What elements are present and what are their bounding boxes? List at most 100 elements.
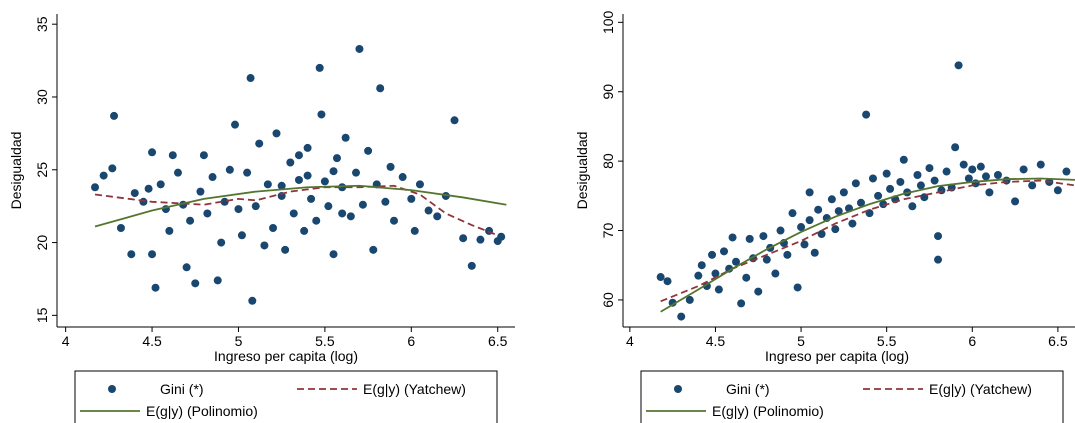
scatter-point <box>415 180 424 189</box>
scatter-point <box>251 202 260 211</box>
scatter-point <box>805 188 814 197</box>
scatter-point <box>856 198 865 207</box>
scatter-point <box>329 167 338 176</box>
y-tick-label: 25 <box>34 162 50 178</box>
scatter-point <box>771 269 780 278</box>
y-axis-title: Desigualdad <box>574 132 590 210</box>
x-tick-label: 6 <box>407 333 415 349</box>
legend-label: E(g|y) (Polinomio) <box>146 403 258 419</box>
scatter-point <box>294 175 303 184</box>
scatter-point <box>737 299 746 308</box>
scatter-point <box>930 176 939 185</box>
scatter-point <box>300 226 309 235</box>
scatter-point <box>263 180 272 189</box>
scatter-point <box>255 139 264 148</box>
scatter-point <box>942 167 951 176</box>
scatter-point <box>951 143 960 152</box>
scatter-point <box>805 216 814 225</box>
scatter-point <box>732 257 740 266</box>
scatter-point <box>742 273 751 282</box>
scatter-point <box>303 171 312 180</box>
scatter-point <box>1036 160 1045 169</box>
scatter-point <box>324 202 333 211</box>
scatter-point <box>459 234 468 243</box>
scatter-point <box>868 174 877 183</box>
scatter-point <box>800 240 809 249</box>
x-tick-label: 5 <box>797 333 805 349</box>
scatter-point <box>225 165 234 174</box>
scatter-point <box>381 197 390 206</box>
scatter-point <box>814 205 823 214</box>
scatter-point <box>289 209 298 218</box>
scatter-point <box>329 250 338 259</box>
scatter-point <box>1062 167 1071 176</box>
legend-box <box>640 370 1064 423</box>
scatter-point <box>346 212 355 221</box>
y-tick-label: 30 <box>34 89 50 105</box>
scatter-point <box>332 154 341 163</box>
scatter-point <box>476 235 485 244</box>
scatter-point <box>1011 197 1020 206</box>
scatter-point <box>694 271 703 280</box>
x-tick-label: 4.5 <box>142 333 162 349</box>
y-tick-label: 80 <box>600 153 616 169</box>
scatter-point <box>243 168 252 177</box>
scatter-point <box>728 233 737 242</box>
scatter-point <box>759 232 768 241</box>
scatter-point <box>959 160 968 169</box>
scatter-point <box>196 187 205 196</box>
scatter-point <box>303 143 312 152</box>
scatter-point <box>714 285 723 294</box>
legend-marker <box>674 385 682 393</box>
scatter-point <box>862 110 871 119</box>
scatter-point <box>1002 176 1011 185</box>
scatter-point <box>708 250 717 259</box>
scatter-point <box>656 273 665 282</box>
scatter-point <box>720 247 729 256</box>
scatter-point <box>182 263 191 272</box>
x-tick-label: 6 <box>968 333 976 349</box>
x-tick-label: 6.5 <box>488 333 508 349</box>
scatter-point <box>320 177 329 186</box>
x-tick-label: 6.5 <box>1048 333 1068 349</box>
x-tick-label: 5.5 <box>315 333 335 349</box>
scatter-point <box>307 194 316 203</box>
scatter-point <box>934 255 943 264</box>
scatter-point <box>407 194 416 203</box>
scatter-point <box>1019 165 1028 174</box>
scatter-point <box>186 216 195 225</box>
scatter-point <box>839 188 848 197</box>
scatter-point <box>711 269 720 278</box>
trend-line <box>660 177 1075 313</box>
scatter-point <box>874 191 883 200</box>
scatter-point <box>908 202 917 211</box>
scatter-point <box>745 234 754 243</box>
scatter-point <box>497 232 506 241</box>
x-tick-label: 4 <box>626 333 634 349</box>
scatter-point <box>148 148 157 157</box>
scatter-point <box>281 245 290 254</box>
y-tick-label: 35 <box>34 16 50 32</box>
scatter-point <box>831 225 840 234</box>
scatter-point <box>697 261 706 270</box>
scatter-point <box>899 155 908 164</box>
scatter-point <box>127 250 136 259</box>
y-tick-label: 100 <box>600 10 616 34</box>
scatter-point <box>886 184 895 193</box>
scatter-point <box>217 238 226 247</box>
scatter-point <box>390 216 399 225</box>
scatter-point <box>99 171 108 180</box>
scatter-point <box>677 312 686 321</box>
scatter-point <box>913 171 922 180</box>
x-tick-label: 4 <box>62 333 70 349</box>
x-tick-label: 5.5 <box>877 333 897 349</box>
scatter-point <box>234 205 243 214</box>
legend-label: E(g|y) (Polinomio) <box>712 403 824 419</box>
scatter-point <box>851 179 860 188</box>
scatter-point <box>754 287 763 296</box>
scatter-point <box>398 173 407 182</box>
scatter-point <box>191 279 200 288</box>
scatter-point <box>364 146 373 155</box>
x-tick-label: 5 <box>235 333 243 349</box>
